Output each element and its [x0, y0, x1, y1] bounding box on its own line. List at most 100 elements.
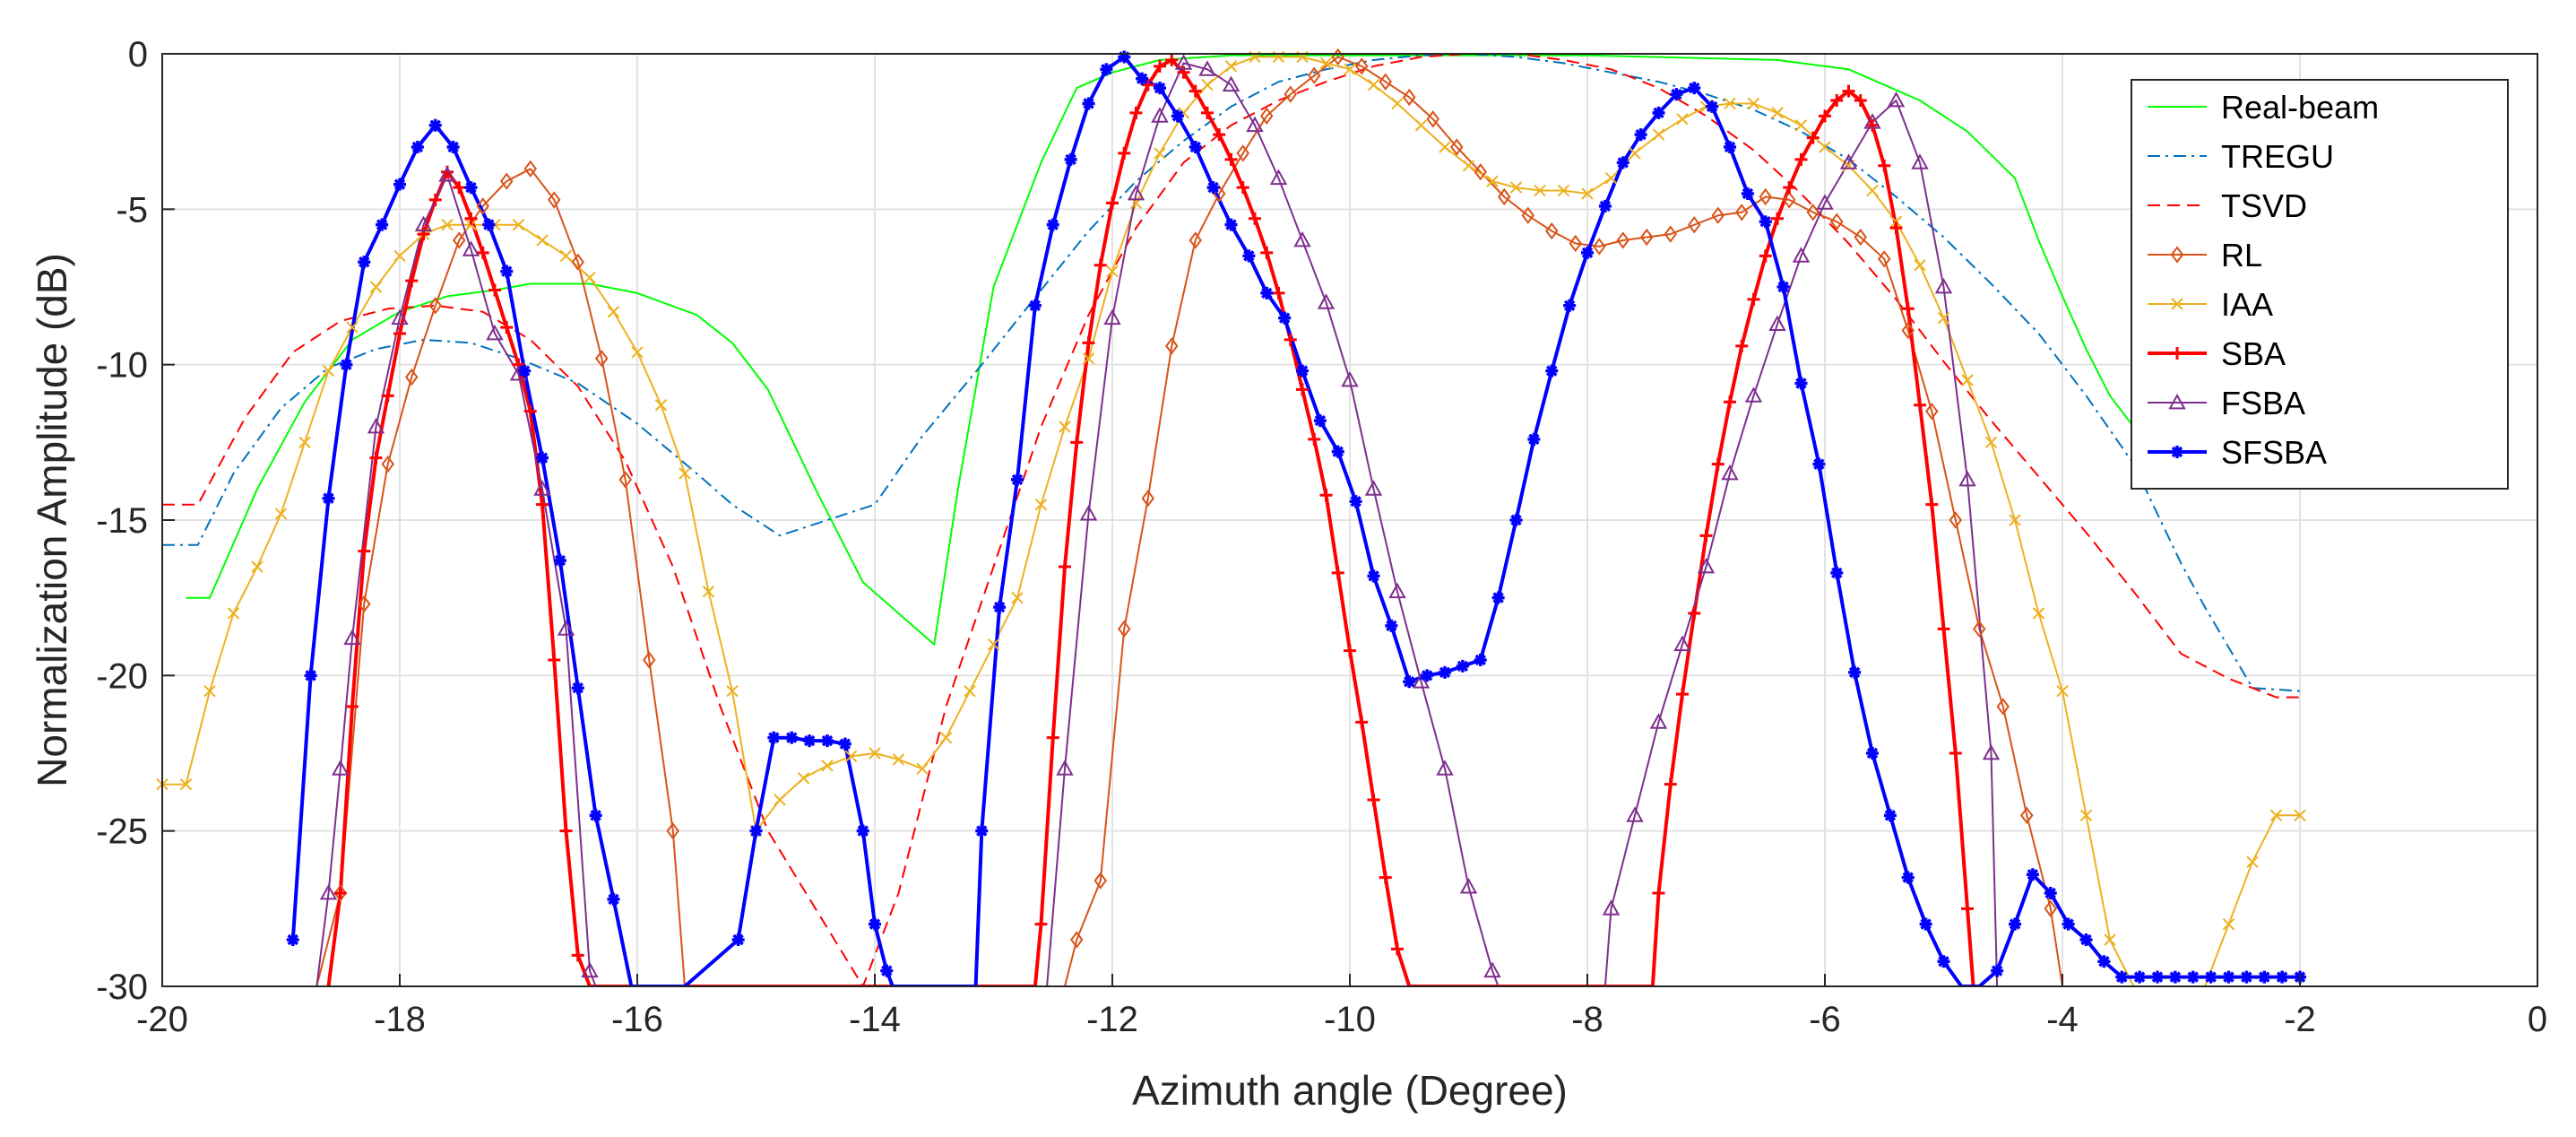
data-point: [1319, 56, 1333, 70]
series-markers-fsba: [319, 54, 2001, 978]
x-tick-label: -16: [611, 1000, 663, 1039]
data-point: [1201, 106, 1214, 119]
data-point: [2079, 809, 2093, 822]
data-point: [785, 731, 799, 744]
data-point: [438, 166, 456, 182]
data-point: [1079, 505, 1098, 521]
data-point: [1724, 141, 1736, 153]
data-point: [916, 762, 929, 776]
data-point: [1688, 82, 1701, 95]
data-point: [1919, 917, 1932, 931]
data-point: [1711, 457, 1725, 471]
data-point: [1391, 97, 1404, 110]
data-point: [1189, 84, 1202, 98]
data-point: [1949, 747, 1962, 759]
data-point: [631, 346, 644, 359]
data-point: [975, 824, 989, 838]
data-point: [1887, 91, 1906, 108]
data-point: [1842, 84, 1855, 98]
series-markers-rl: [333, 48, 2057, 949]
data-point: [482, 218, 496, 231]
series-markers-iaa: [156, 50, 2306, 946]
data-point: [939, 731, 953, 744]
data-point: [1640, 228, 1654, 247]
data-point: [1699, 529, 1713, 542]
x-tick-label: -20: [136, 1000, 188, 1039]
data-point: [1412, 673, 1431, 689]
data-point: [1284, 85, 1297, 103]
data-point: [1459, 878, 1478, 894]
data-point: [428, 193, 442, 206]
data-point: [1259, 107, 1274, 125]
data-point: [987, 638, 1000, 651]
x-tick-label: -12: [1086, 1000, 1138, 1039]
data-point: [838, 737, 851, 751]
data-point: [1141, 78, 1154, 91]
data-point: [1094, 258, 1107, 272]
data-point: [536, 451, 549, 464]
legend: Real-beam TREGU TSVD RL IAA SBA FSBA SFSBA: [2131, 79, 2509, 490]
data-point: [1634, 128, 1647, 142]
data-point: [1854, 94, 1867, 107]
data-point: [1242, 249, 1256, 263]
data-point: [1224, 60, 1238, 73]
data-point: [654, 399, 668, 412]
data-point: [391, 308, 409, 325]
data-point: [1759, 187, 1772, 206]
data-point: [1313, 414, 1327, 428]
series-line-real-beam: [186, 54, 2301, 646]
data-point: [1151, 107, 1169, 123]
y-tick-label: -20: [96, 656, 148, 696]
data-point: [1984, 436, 1998, 449]
data-point: [369, 451, 383, 464]
data-point: [1272, 286, 1285, 299]
data-point: [607, 306, 620, 318]
data-point: [1747, 97, 1760, 110]
data-point: [797, 772, 810, 785]
data-point: [643, 651, 656, 669]
data-point: [464, 212, 478, 225]
data-point: [1830, 213, 1844, 230]
data-point: [1652, 128, 1665, 141]
x-tick-label: -2: [2284, 1000, 2316, 1039]
data-point: [1421, 669, 1434, 682]
data-point: [358, 595, 371, 613]
data-point: [476, 197, 489, 215]
data-point: [1331, 566, 1344, 579]
data-point: [1792, 247, 1811, 263]
data-point: [1819, 109, 1831, 123]
x-tick-label: 0: [2528, 1000, 2547, 1039]
data-point: [1830, 566, 1844, 579]
data-point: [844, 750, 858, 763]
data-point: [2032, 607, 2045, 620]
data-point: [1011, 473, 1024, 486]
data-point: [1349, 495, 1362, 508]
data-point: [1236, 144, 1249, 162]
data-point: [1317, 293, 1336, 309]
data-point: [1106, 196, 1119, 210]
legend-label: TREGU: [2221, 138, 2334, 175]
data-point: [1011, 591, 1024, 604]
data-point: [2062, 917, 2075, 931]
data-point: [1925, 498, 1939, 511]
data-point: [571, 681, 584, 695]
data-point: [869, 917, 881, 931]
data-point: [1901, 321, 1915, 340]
data-point: [500, 321, 514, 334]
data-point: [1246, 116, 1264, 133]
data-point: [1604, 171, 1618, 185]
y-tick-label: -10: [96, 346, 148, 386]
data-point: [726, 684, 739, 698]
data-point: [1056, 759, 1074, 776]
y-tick-label: 0: [128, 35, 148, 74]
legend-label: FSBA: [2221, 385, 2305, 421]
data-point: [1794, 119, 1808, 132]
series-line-tregu: [162, 54, 2301, 692]
data-point: [1344, 644, 1356, 657]
data-point: [2269, 809, 2283, 822]
data-point: [880, 964, 894, 977]
data-point: [821, 734, 834, 748]
legend-label: RL: [2221, 237, 2262, 273]
data-point: [607, 892, 620, 906]
